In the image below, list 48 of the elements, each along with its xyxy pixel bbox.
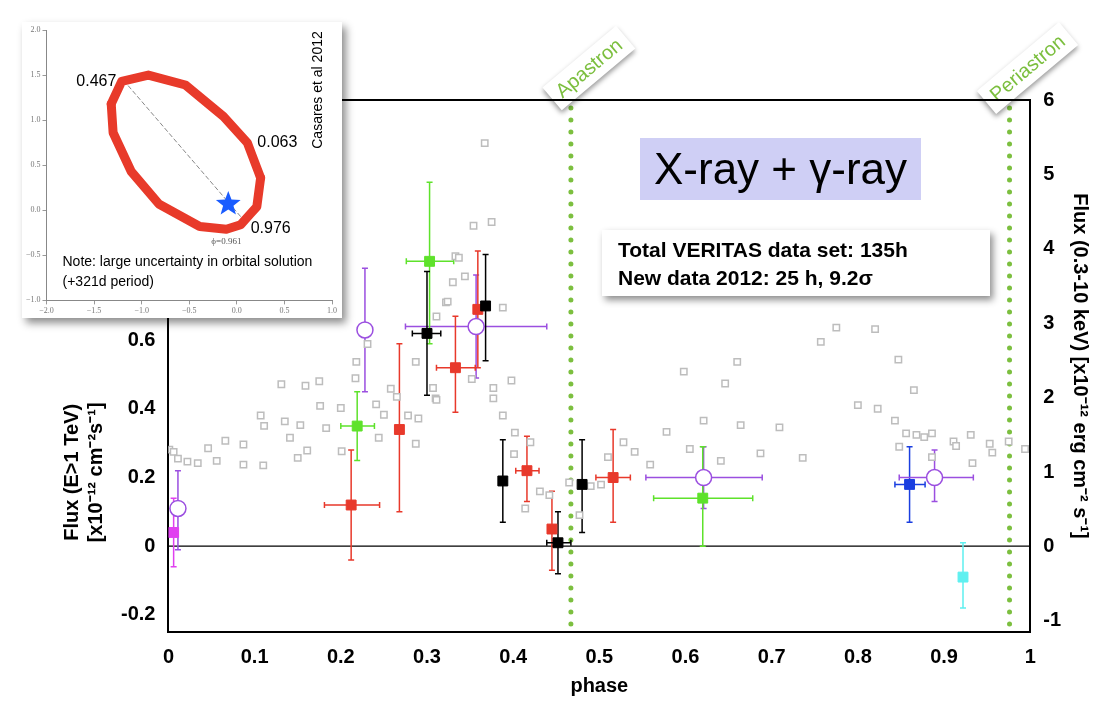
x-tick-label: 0.8 xyxy=(843,644,872,667)
x-tick-label: 0.1 xyxy=(240,644,269,667)
y2-tick-label: 1 xyxy=(1043,459,1055,482)
x-tick-label: −0.5 xyxy=(182,306,197,316)
x-tick-label: 1 xyxy=(1024,644,1036,667)
annotation: New data 2012: 25 h, 9.2σ xyxy=(612,266,879,290)
y-tick-label: 2.0 xyxy=(30,25,41,35)
y-tick-label: 1.5 xyxy=(30,70,41,80)
annotation: ϕ=0.961 xyxy=(211,235,242,246)
annotation: 0.976 xyxy=(250,218,291,236)
x-tick-label: 0.0 xyxy=(231,306,242,316)
y-tick-label: 0.2 xyxy=(127,465,156,488)
y2-tick-label: -1 xyxy=(1043,608,1062,631)
annotation: X-ray + γ-ray xyxy=(640,138,922,200)
annotation: Total VERITAS data set: 135h xyxy=(612,238,914,262)
y-tick-label: 0.4 xyxy=(127,396,157,419)
y-tick-label: 0 xyxy=(144,533,156,556)
y-tick-label: −1.0 xyxy=(26,295,41,305)
y2-tick-label: 0 xyxy=(1043,533,1055,556)
y-tick-label: 1.0 xyxy=(30,115,41,125)
x-tick-label: 0 xyxy=(162,644,175,667)
y-tick-label: 0.0 xyxy=(30,205,41,215)
annotation: Note: large uncertainty in orbital solution (+321d period) xyxy=(62,253,313,290)
x-tick-label: 0.3 xyxy=(413,644,441,667)
x-tick-label: 0.5 xyxy=(279,306,290,316)
y-tick-label: −0.5 xyxy=(26,250,41,260)
y2-axis-title: Flux (0.3-10 keV) [x10⁻¹² erg cm⁻² s⁻¹] xyxy=(1070,193,1093,539)
y-axis-title: Flux (E>1 TeV) [x10⁻¹² cm⁻²s⁻¹] xyxy=(59,402,106,543)
x-tick-label: 0.4 xyxy=(499,644,528,667)
y-tick-label: 0.5 xyxy=(30,160,41,170)
y2-tick-label: 3 xyxy=(1043,310,1055,333)
y-tick-label: -0.2 xyxy=(120,602,156,625)
x-tick-label: 0.5 xyxy=(585,644,614,667)
y-tick-label: 0.6 xyxy=(127,327,156,350)
x-tick-label: 0.2 xyxy=(326,644,355,667)
x-tick-label: −2.0 xyxy=(39,306,54,316)
x-tick-label: 1.0 xyxy=(327,306,337,316)
x-axis-title: phase xyxy=(570,673,629,696)
x-tick-label: 0.7 xyxy=(757,644,786,667)
x-tick-label: 0.6 xyxy=(671,644,700,667)
annotation: 0.467 xyxy=(76,72,117,90)
y2-tick-label: 4 xyxy=(1043,236,1056,259)
annotation: 0.063 xyxy=(257,133,298,151)
y2-tick-label: 2 xyxy=(1043,385,1055,408)
x-tick-label: 0.9 xyxy=(930,644,958,667)
x-tick-label: −1.5 xyxy=(86,306,102,316)
y2-tick-label: 5 xyxy=(1043,161,1055,184)
annotation: Casares et al 2012 xyxy=(308,31,325,149)
